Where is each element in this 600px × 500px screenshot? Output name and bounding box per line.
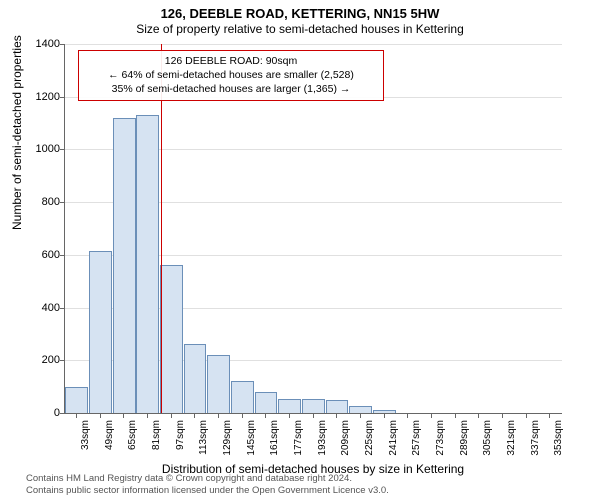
x-tick-mark bbox=[526, 414, 527, 418]
x-tick-mark bbox=[171, 414, 172, 418]
y-tick-label: 200 bbox=[20, 354, 60, 366]
x-tick-mark bbox=[265, 414, 266, 418]
x-tick-mark bbox=[478, 414, 479, 418]
bar bbox=[255, 392, 278, 413]
bar bbox=[136, 115, 159, 413]
y-tick-label: 800 bbox=[20, 196, 60, 208]
y-tick-label: 1200 bbox=[20, 91, 60, 103]
x-tick-mark bbox=[360, 414, 361, 418]
x-tick-mark bbox=[218, 414, 219, 418]
infobox-line2: ← 64% of semi-detached houses are smalle… bbox=[85, 68, 377, 82]
x-tick-mark bbox=[242, 414, 243, 418]
bar bbox=[231, 381, 254, 413]
infobox-line3: 35% of semi-detached houses are larger (… bbox=[85, 82, 377, 96]
y-tick-label: 1400 bbox=[20, 38, 60, 50]
footnote: Contains HM Land Registry data © Crown c… bbox=[26, 473, 389, 497]
title-sub: Size of property relative to semi-detach… bbox=[0, 21, 600, 36]
x-tick-mark bbox=[336, 414, 337, 418]
x-tick-mark bbox=[147, 414, 148, 418]
x-tick-mark bbox=[384, 414, 385, 418]
footnote-line1: Contains HM Land Registry data © Crown c… bbox=[26, 473, 389, 485]
x-tick-mark bbox=[123, 414, 124, 418]
y-tick-label: 1000 bbox=[20, 143, 60, 155]
x-tick-mark bbox=[407, 414, 408, 418]
bar bbox=[160, 265, 183, 413]
y-tick-label: 0 bbox=[20, 407, 60, 419]
title-main: 126, DEEBLE ROAD, KETTERING, NN15 5HW bbox=[0, 0, 600, 21]
bar bbox=[207, 355, 230, 413]
x-tick-mark bbox=[100, 414, 101, 418]
bar bbox=[349, 406, 372, 413]
bar bbox=[302, 399, 325, 413]
x-tick-mark bbox=[455, 414, 456, 418]
x-tick-mark bbox=[549, 414, 550, 418]
bar bbox=[184, 344, 207, 413]
x-tick-mark bbox=[194, 414, 195, 418]
info-box: 126 DEEBLE ROAD: 90sqm ← 64% of semi-det… bbox=[78, 50, 384, 101]
y-tick-label: 600 bbox=[20, 249, 60, 261]
bar bbox=[326, 400, 349, 413]
y-tick-label: 400 bbox=[20, 302, 60, 314]
bar bbox=[65, 387, 88, 413]
y-axis-ticks: 0200400600800100012001400 bbox=[0, 44, 64, 414]
footnote-line2: Contains public sector information licen… bbox=[26, 485, 389, 497]
x-tick-mark bbox=[431, 414, 432, 418]
x-tick-mark bbox=[289, 414, 290, 418]
x-tick-mark bbox=[313, 414, 314, 418]
bar bbox=[89, 251, 112, 413]
bar bbox=[113, 118, 136, 413]
x-tick-mark bbox=[502, 414, 503, 418]
bar bbox=[373, 410, 396, 413]
x-tick-mark bbox=[76, 414, 77, 418]
bar bbox=[278, 399, 301, 413]
infobox-line1: 126 DEEBLE ROAD: 90sqm bbox=[85, 54, 377, 68]
chart-container: 126, DEEBLE ROAD, KETTERING, NN15 5HW Si… bbox=[0, 0, 600, 500]
